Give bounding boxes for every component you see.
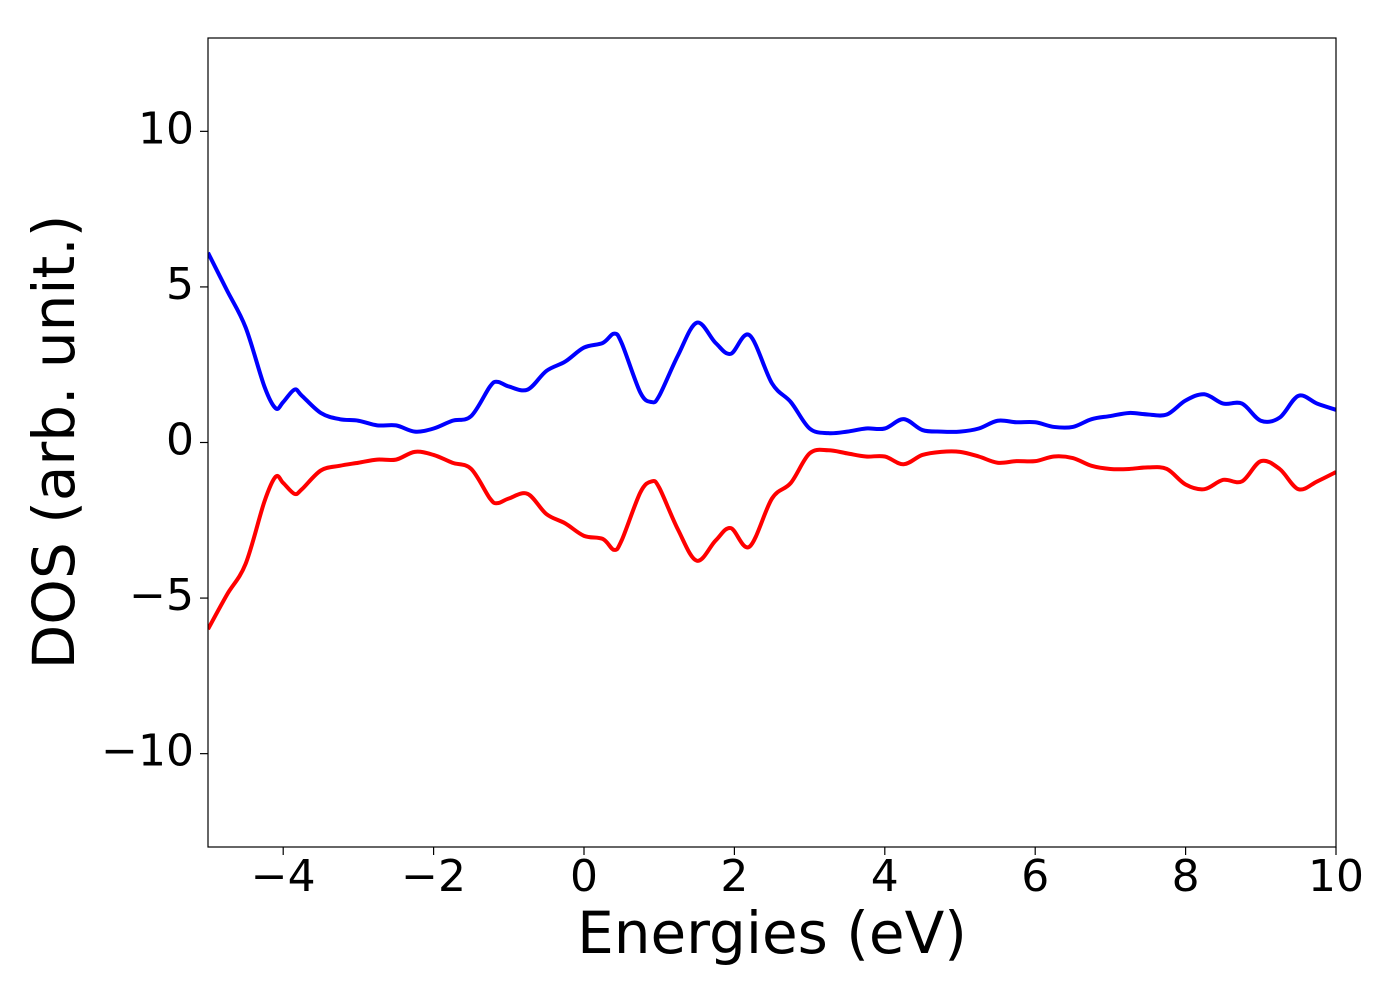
y-axis-label: DOS (arb. unit.): [20, 215, 88, 670]
data-line: [208, 251, 1336, 436]
y-tick-label: 0: [166, 415, 194, 466]
data-line: [208, 447, 1336, 631]
x-tick-label: −2: [401, 851, 466, 902]
y-tick-label: −10: [101, 726, 194, 777]
x-tick-label: 4: [871, 851, 899, 902]
x-axis-label: Energies (eV): [577, 899, 967, 967]
y-tick-label: 10: [138, 103, 194, 154]
x-tick-label: 8: [1172, 851, 1200, 902]
x-tick-label: 0: [570, 851, 598, 902]
plot-frame: [207, 37, 1337, 848]
x-tick-label: 10: [1308, 851, 1364, 902]
y-tick-label: 5: [166, 259, 194, 310]
plot-area: [208, 251, 1336, 631]
x-tick-label: 2: [720, 851, 748, 902]
x-tick-label: −4: [251, 851, 316, 902]
y-tick-label: −5: [129, 570, 194, 621]
x-tick-label: 6: [1021, 851, 1049, 902]
